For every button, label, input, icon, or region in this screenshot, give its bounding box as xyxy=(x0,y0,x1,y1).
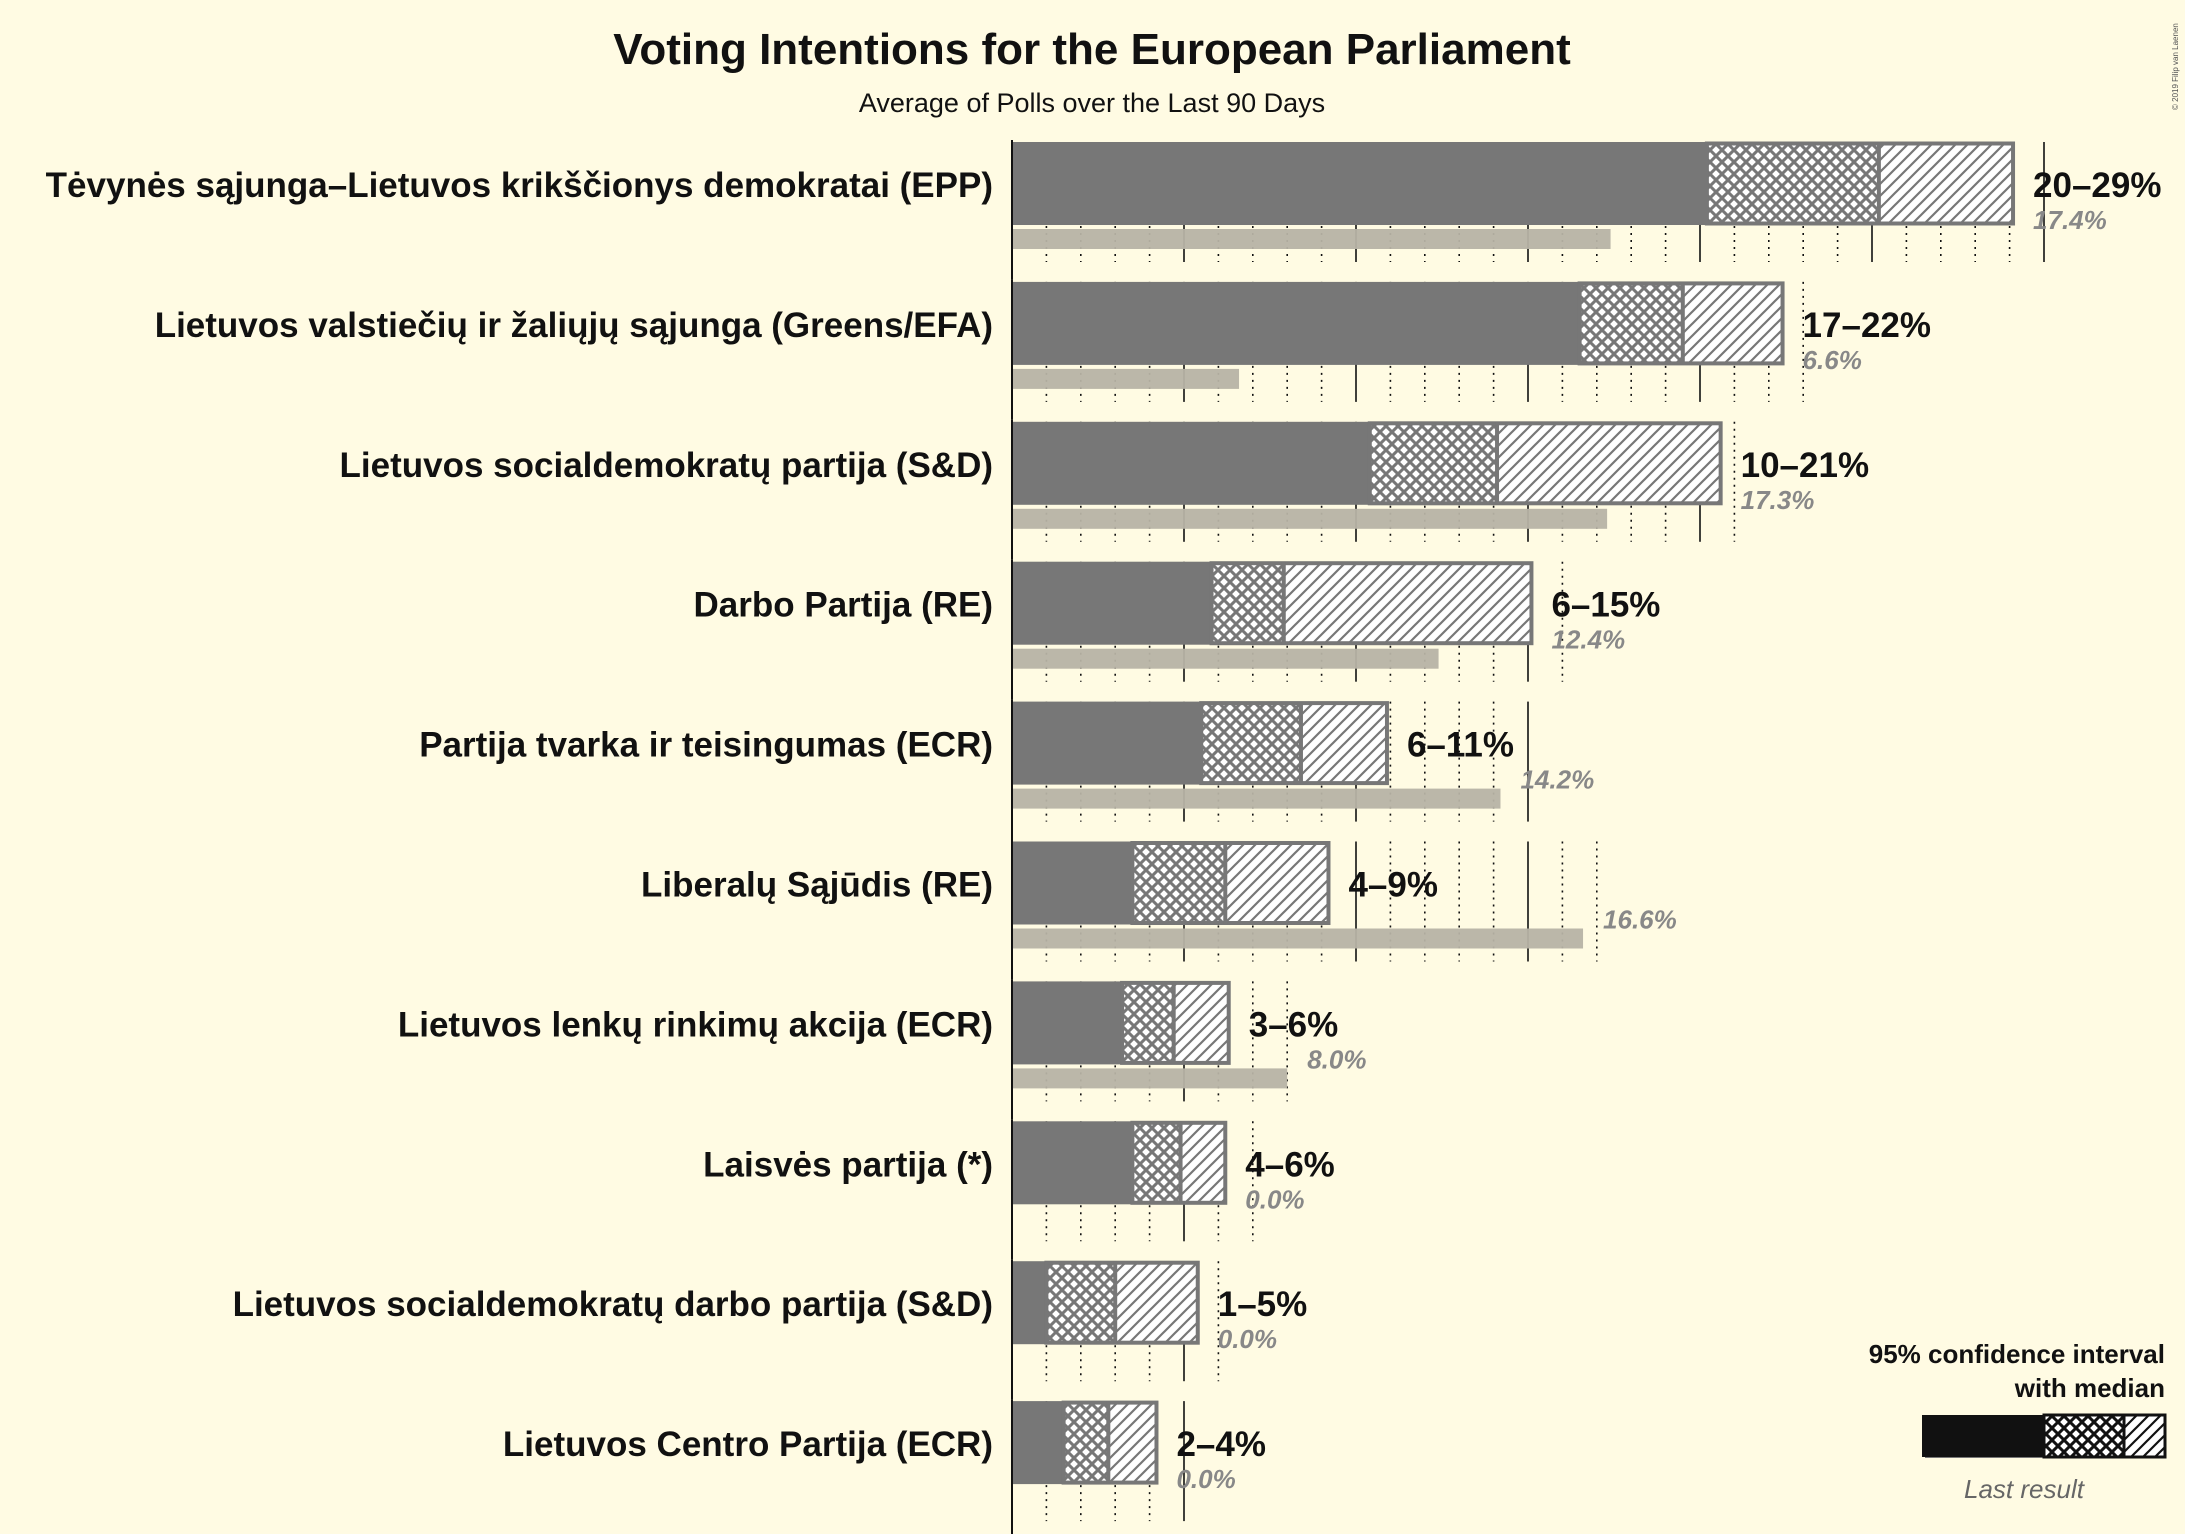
last-result-bar xyxy=(1012,788,1501,809)
party-row: Lietuvos Centro Partija (ECR) 2–4%0.0% xyxy=(503,1399,1266,1534)
range-label: 10–21% xyxy=(1741,446,1869,485)
ci-median-hatch xyxy=(1706,142,1879,225)
party-row: Laisvės partija (*) 4–6%0.0% xyxy=(703,1119,1335,1260)
ci-lower-bar xyxy=(1012,841,1133,925)
ci-median-hatch xyxy=(1211,561,1284,645)
party-label: Tėvynės sąjunga–Lietuvos krikščionys dem… xyxy=(46,166,993,205)
legend-line2: with median xyxy=(2014,1373,2165,1403)
last-result-label: 17.4% xyxy=(2033,205,2107,235)
last-result-label: 12.4% xyxy=(1551,625,1625,655)
ci-median-hatch xyxy=(1132,1121,1181,1205)
chart-subtitle: Average of Polls over the Last 90 Days xyxy=(859,88,1325,118)
last-result-bar xyxy=(1012,648,1439,669)
party-label: Lietuvos socialdemokratų partija (S&D) xyxy=(340,446,993,485)
ci-upper-hatch xyxy=(1173,981,1229,1065)
ci-median-hatch xyxy=(1132,841,1226,925)
ci-median-hatch xyxy=(1122,981,1174,1065)
ci-median-hatch xyxy=(1579,281,1683,365)
party-rows: Tėvynės sąjunga–Lietuvos krikščionys dem… xyxy=(46,140,2161,1534)
party-label: Liberalų Sąjūdis (RE) xyxy=(641,866,993,905)
ci-median-hatch xyxy=(1046,1261,1116,1345)
ci-upper-hatch xyxy=(1878,142,2014,225)
range-label: 6–15% xyxy=(1551,586,1660,625)
legend-ci-upper-hatch xyxy=(2124,1415,2165,1457)
ci-median-hatch xyxy=(1063,1401,1109,1485)
last-result-bar xyxy=(1012,928,1584,949)
last-result-label: 17.3% xyxy=(1741,485,1815,515)
ci-median-hatch xyxy=(1369,421,1498,505)
range-label: 1–5% xyxy=(1218,1285,1308,1324)
legend-last-result-label: Last result xyxy=(1964,1474,2086,1504)
ci-outline xyxy=(1130,841,1331,925)
legend-line1: 95% confidence interval xyxy=(1869,1339,2165,1369)
last-result-label: 14.2% xyxy=(1520,765,1594,795)
legend: 95% confidence interval with median Last… xyxy=(1869,1339,2167,1504)
chart-title: Voting Intentions for the European Parli… xyxy=(613,25,1571,74)
party-row: Partija tvarka ir teisingumas (ECR) 6–11%… xyxy=(419,699,1594,840)
party-row: Darbo Partija (RE) 6–15%12.4% xyxy=(694,559,1660,700)
last-result-bar xyxy=(1012,368,1240,389)
ci-lower-bar xyxy=(1012,142,1707,225)
last-result-label: 16.6% xyxy=(1603,905,1677,935)
ci-outline xyxy=(1044,1260,1200,1345)
range-label: 4–6% xyxy=(1245,1145,1335,1184)
ci-outline xyxy=(1209,561,1534,646)
last-result-label: 0.0% xyxy=(1245,1184,1304,1214)
ci-outline xyxy=(1367,421,1723,506)
ci-upper-hatch xyxy=(1115,1261,1198,1345)
ci-lower-bar xyxy=(1012,281,1580,365)
party-label: Lietuvos socialdemokratų darbo partija (… xyxy=(233,1285,993,1324)
party-label: Darbo Partija (RE) xyxy=(694,586,994,625)
range-label: 6–11% xyxy=(1407,726,1514,765)
party-row: Lietuvos valstiečių ir žaliųjų sąjunga (… xyxy=(155,279,1931,420)
ci-outline xyxy=(1704,141,2016,226)
party-row: Lietuvos socialdemokratų darbo partija (… xyxy=(233,1259,1308,1400)
ci-upper-hatch xyxy=(1108,1401,1157,1485)
last-result-bar xyxy=(1012,1068,1288,1089)
last-result-label: 8.0% xyxy=(1307,1044,1366,1074)
range-label: 3–6% xyxy=(1249,1005,1339,1044)
ci-median-hatch xyxy=(1201,701,1301,785)
party-row: Lietuvos socialdemokratų partija (S&D) 10… xyxy=(340,419,1869,560)
legend-ci-median-hatch xyxy=(2044,1415,2124,1457)
last-result-bar xyxy=(1012,508,1608,529)
ci-upper-hatch xyxy=(1682,281,1783,365)
ci-upper-hatch xyxy=(1300,701,1387,785)
party-label: Lietuvos Centro Partija (ECR) xyxy=(503,1425,993,1464)
ci-lower-bar xyxy=(1012,1401,1064,1485)
party-label: Lietuvos valstiečių ir žaliųjų sąjunga (… xyxy=(155,306,993,345)
party-row: Tėvynės sąjunga–Lietuvos krikščionys dem… xyxy=(46,140,2161,280)
party-label: Laisvės partija (*) xyxy=(703,1145,993,1184)
last-result-label: 0.0% xyxy=(1176,1464,1235,1494)
last-result-label: 6.6% xyxy=(1803,345,1862,375)
ci-lower-bar xyxy=(1012,1261,1047,1345)
ci-upper-hatch xyxy=(1225,841,1329,925)
copyright: © 2019 Filip van Laenen xyxy=(2171,23,2180,110)
ci-upper-hatch xyxy=(1180,1121,1226,1205)
legend-ci-outline xyxy=(2042,1413,2167,1459)
party-row: Liberalų Sąjūdis (RE) 4–9% 16.6% xyxy=(641,839,1677,980)
ci-upper-hatch xyxy=(1497,421,1721,505)
ci-lower-bar xyxy=(1012,561,1212,645)
party-label: Lietuvos lenkų rinkimų akcija (ECR) xyxy=(398,1005,993,1044)
ci-lower-bar xyxy=(1012,701,1202,785)
ci-upper-hatch xyxy=(1283,561,1532,645)
range-label: 20–29% xyxy=(2033,166,2161,205)
legend-solid-bar xyxy=(1922,1415,2044,1457)
party-row: Lietuvos lenkų rinkimų akcija (ECR) 3–6%8… xyxy=(398,979,1366,1120)
ci-lower-bar xyxy=(1012,421,1370,505)
party-label: Partija tvarka ir teisingumas (ECR) xyxy=(419,726,993,765)
range-label: 17–22% xyxy=(1803,306,1931,345)
last-result-label: 0.0% xyxy=(1218,1324,1277,1354)
ci-outline xyxy=(1199,701,1389,786)
ci-lower-bar xyxy=(1012,1121,1133,1205)
ci-lower-bar xyxy=(1012,981,1123,1065)
last-result-bar xyxy=(1012,229,1611,249)
range-label: 4–9% xyxy=(1348,866,1438,905)
range-label: 2–4% xyxy=(1176,1425,1266,1464)
